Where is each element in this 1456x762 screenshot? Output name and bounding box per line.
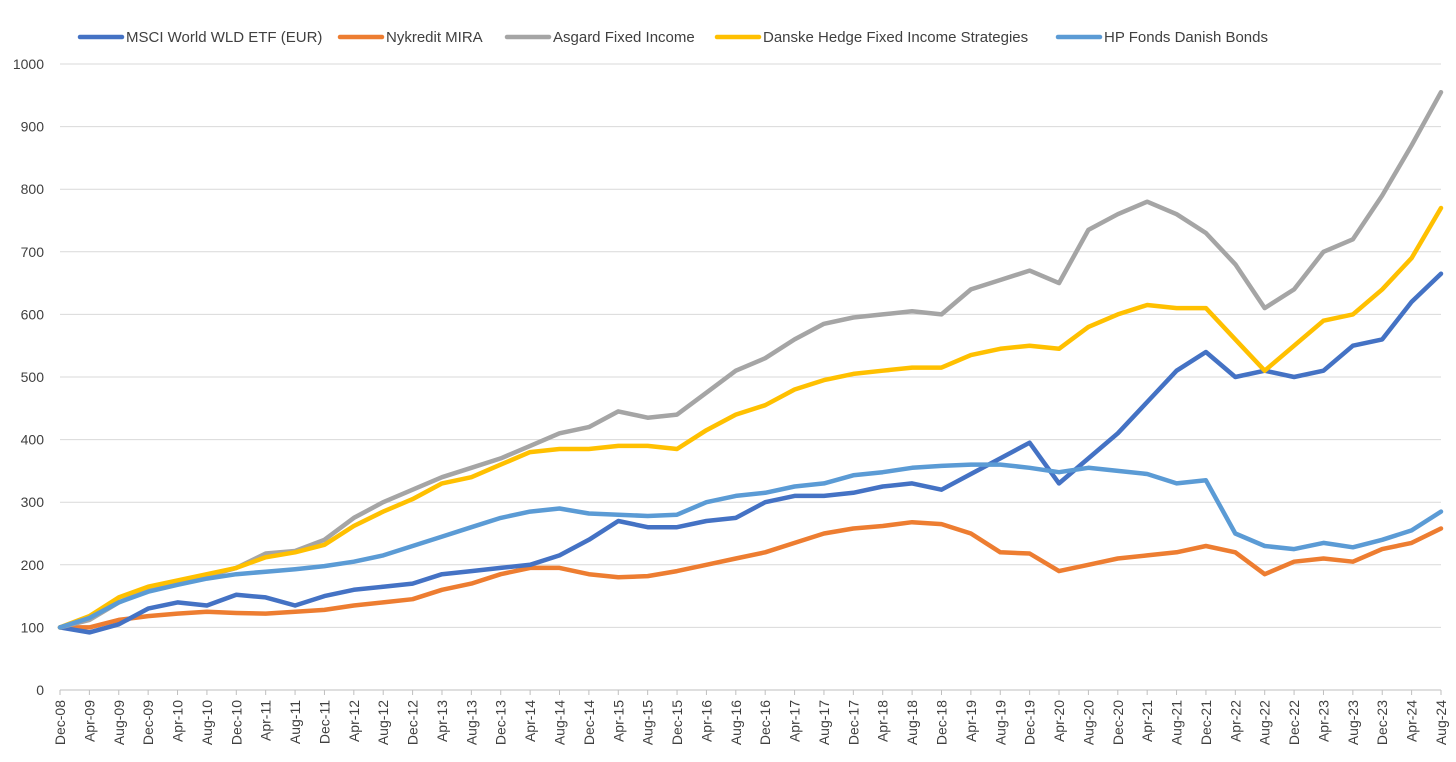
x-tick-label: Aug-17 (816, 700, 832, 745)
x-tick-label: Apr-20 (1051, 700, 1067, 742)
y-tick-label: 500 (21, 369, 45, 385)
series-line-2 (57, 89, 1444, 630)
legend-label: HP Fonds Danish Bonds (1104, 29, 1268, 46)
y-tick-label: 1000 (13, 56, 44, 72)
y-tick-label: 700 (21, 244, 45, 260)
x-tick-label: Aug-20 (1080, 700, 1096, 745)
x-tick-label: Dec-12 (405, 700, 421, 745)
x-tick-label: Aug-13 (463, 700, 479, 745)
x-tick-label: Apr-17 (787, 700, 803, 742)
x-tick-label: Aug-15 (640, 700, 656, 745)
x-tick-label: Aug-10 (199, 700, 215, 745)
x-tick-label: Apr-21 (1139, 700, 1155, 742)
y-tick-label: 300 (21, 494, 45, 510)
y-tick-label: 0 (36, 682, 44, 698)
series-line-3 (57, 205, 1444, 630)
x-tick-label: Apr-15 (610, 700, 626, 742)
x-tick-label: Dec-23 (1374, 700, 1390, 745)
x-tick-label: Apr-10 (170, 700, 186, 742)
y-tick-label: 600 (21, 306, 45, 322)
x-tick-label: Aug-19 (992, 700, 1008, 745)
y-axis-ticks: 0 100 200 300 400 500 600 700 800 900 1000 (13, 56, 44, 698)
x-tick-label: Aug-14 (552, 700, 568, 745)
legend-label: Danske Hedge Fixed Income Strategies (763, 29, 1028, 46)
x-tick-label: Dec-19 (1022, 700, 1038, 745)
x-tick-label: Apr-12 (346, 700, 362, 742)
x-tick-label: Dec-16 (757, 700, 773, 745)
x-tick-label: Apr-19 (963, 700, 979, 742)
x-tick-label: Apr-18 (875, 700, 891, 742)
x-tick-label: Apr-22 (1227, 700, 1243, 742)
x-tick-label: Aug-16 (728, 700, 744, 745)
y-tick-label: 900 (21, 119, 45, 135)
x-tick-label: Apr-23 (1315, 700, 1331, 742)
series-line-0 (57, 271, 1444, 635)
x-tick-label: Dec-11 (316, 700, 332, 744)
x-tick-label: Dec-13 (493, 700, 509, 745)
x-tick-label: Aug-24 (1433, 700, 1449, 745)
gridlines (60, 63, 1441, 691)
series-lines (57, 89, 1444, 635)
legend: MSCI World WLD ETF (EUR) Nykredit MIRA Asg… (77, 29, 1268, 46)
x-tick-label: Dec-08 (52, 700, 68, 745)
legend-label: Nykredit MIRA (386, 29, 483, 46)
x-tick-label: Dec-09 (140, 700, 156, 745)
x-tick-label: Apr-09 (81, 700, 97, 742)
y-tick-label: 800 (21, 181, 45, 197)
x-tick-label: Aug-21 (1169, 700, 1185, 745)
y-tick-label: 200 (21, 557, 45, 573)
x-tick-label: Aug-22 (1257, 700, 1273, 745)
x-tick-label: Dec-21 (1198, 700, 1214, 745)
legend-label: Asgard Fixed Income (553, 29, 695, 46)
x-tick-label: Dec-17 (845, 700, 861, 745)
legend-label: MSCI World WLD ETF (EUR) (126, 29, 322, 46)
x-tick-label: Apr-11 (258, 700, 274, 741)
x-tick-label: Dec-14 (581, 700, 597, 745)
x-tick-label: Aug-12 (375, 700, 391, 745)
x-tick-label: Aug-18 (904, 700, 920, 745)
x-tick-label: Aug-09 (111, 700, 127, 745)
x-tick-label: Apr-24 (1404, 700, 1420, 742)
y-tick-label: 400 (21, 432, 45, 448)
x-tick-label: Apr-16 (698, 700, 714, 742)
series-line-1 (57, 519, 1444, 630)
x-tick-label: Apr-14 (522, 700, 538, 742)
series-line-4 (57, 462, 1444, 630)
x-tick-label: Aug-11 (287, 700, 303, 744)
x-tick-label: Dec-20 (1110, 700, 1126, 745)
x-tick-label: Dec-10 (228, 700, 244, 745)
x-tick-label: Dec-15 (669, 700, 685, 745)
x-tick-label: Dec-22 (1286, 700, 1302, 745)
x-tick-label: Aug-23 (1345, 700, 1361, 745)
x-tick-label: Dec-18 (933, 700, 949, 745)
y-tick-label: 100 (21, 619, 45, 635)
x-tick-label: Apr-13 (434, 700, 450, 742)
x-axis-ticks: Dec-08 Apr-09 Aug-09 Dec-09 Apr-10 Aug-10 Dec-… (52, 690, 1449, 745)
